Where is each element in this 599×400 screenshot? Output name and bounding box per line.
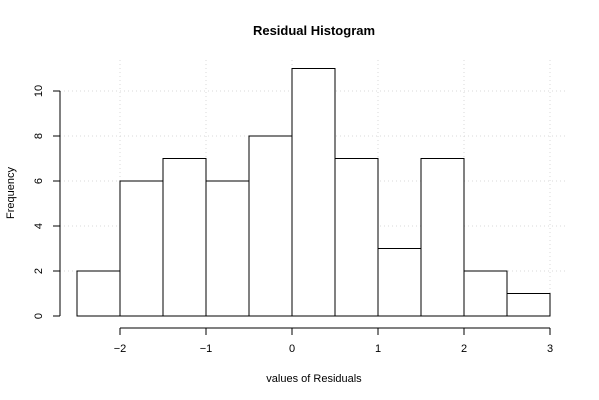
x-tick-label: −2 xyxy=(114,343,127,355)
y-tick-label: 2 xyxy=(33,268,45,274)
histogram-bar xyxy=(205,180,250,317)
histogram-bar xyxy=(162,158,207,317)
x-axis: −2 −1 0 1 2 3 xyxy=(114,327,553,355)
x-tick-label: 0 xyxy=(289,343,295,355)
histogram-bar xyxy=(248,135,293,317)
chart-title: Residual Histogram xyxy=(253,23,375,38)
histogram-bar xyxy=(76,270,121,317)
y-axis-label: Frequency xyxy=(5,167,17,219)
histogram-bar xyxy=(377,248,422,317)
y-tick-label: 8 xyxy=(33,133,45,139)
y-tick-label: 4 xyxy=(33,223,45,229)
histogram-bar xyxy=(291,68,336,317)
histogram-bar xyxy=(463,270,508,317)
y-tick-label: 0 xyxy=(33,313,45,319)
y-tick-label: 6 xyxy=(33,178,45,184)
y-axis: 0 2 4 6 8 10 xyxy=(33,85,61,319)
histogram-bar xyxy=(420,158,465,317)
x-tick-label: 1 xyxy=(375,343,381,355)
histogram-bar xyxy=(334,158,379,317)
x-axis-label: values of Residuals xyxy=(266,373,362,385)
x-tick-label: −1 xyxy=(200,343,213,355)
x-tick-label: 2 xyxy=(461,343,467,355)
histogram-bar xyxy=(119,180,164,317)
histogram-bar xyxy=(506,293,551,317)
bars-layer xyxy=(76,68,551,317)
x-tick-label: 3 xyxy=(547,343,553,355)
y-tick-label: 10 xyxy=(33,85,45,97)
